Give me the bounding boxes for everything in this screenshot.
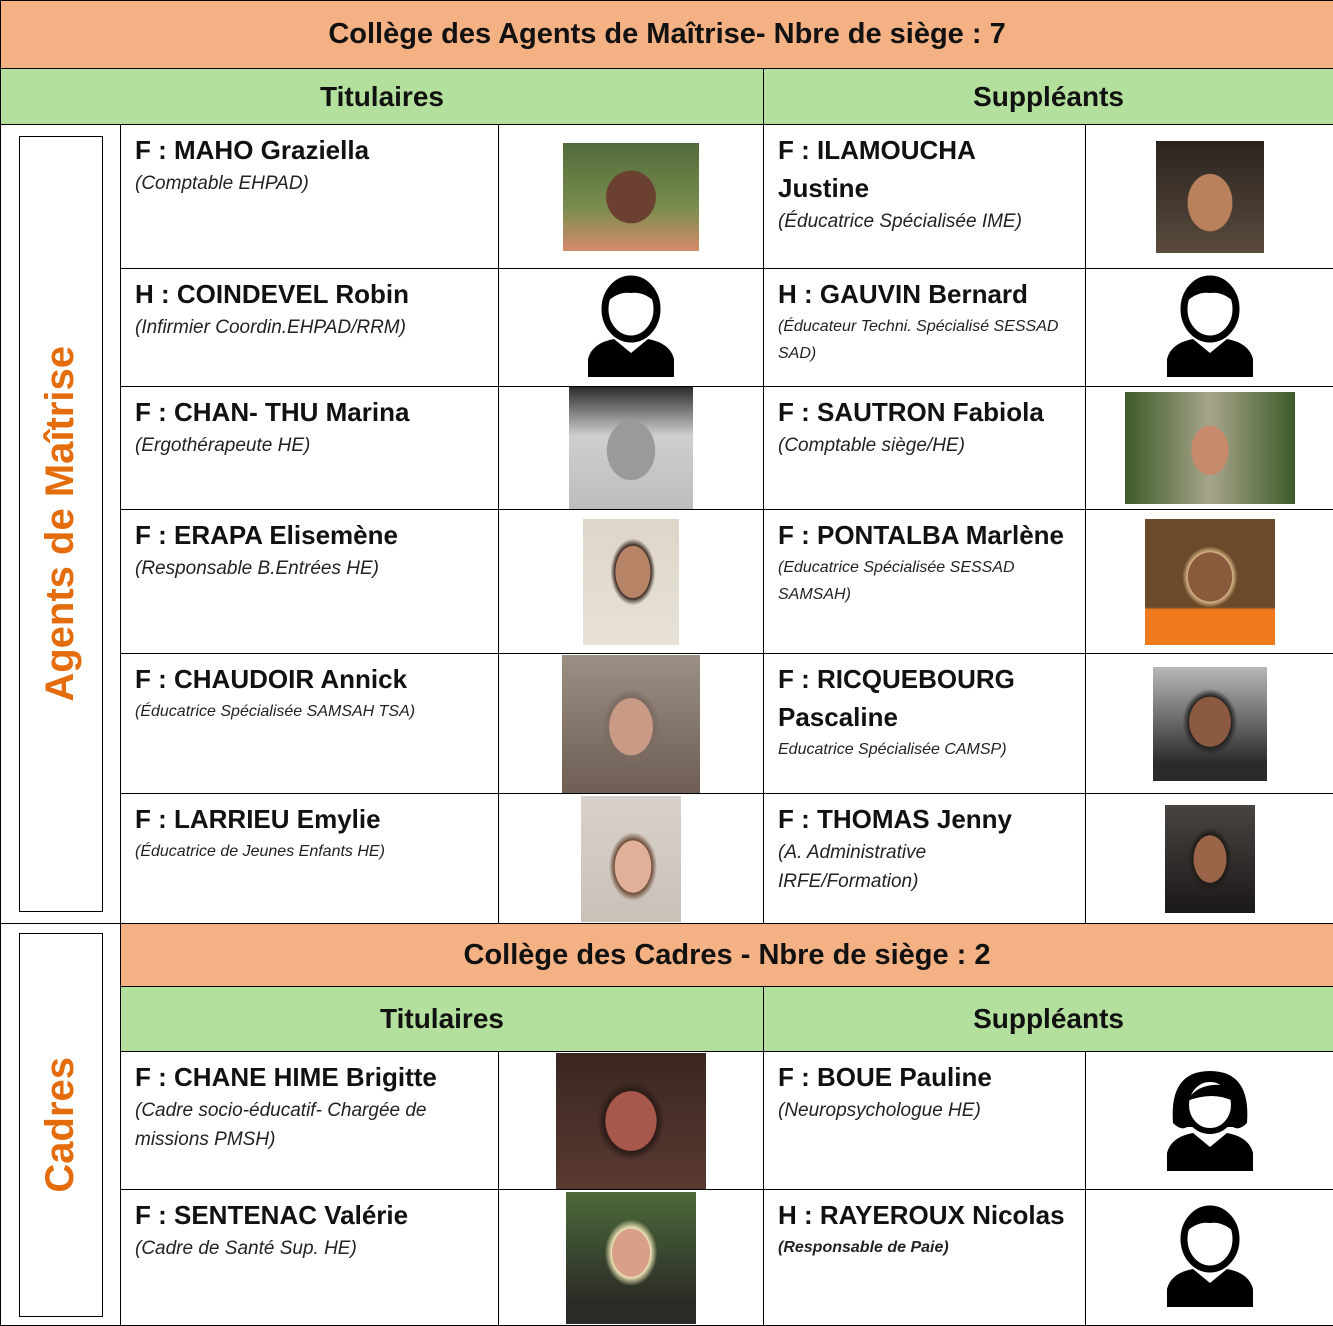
side-label: Cadres bbox=[38, 1057, 83, 1193]
member-name: F : SAUTRON Fabiola bbox=[778, 393, 1071, 431]
member-name: F : ILAMOUCHA Justine bbox=[778, 131, 1071, 207]
member-role: (Ergothérapeute HE) bbox=[135, 431, 484, 460]
member-role: Educatrice Spécialisée CAMSP) bbox=[778, 736, 1071, 763]
member-name: H : RAYEROUX Nicolas bbox=[778, 1196, 1071, 1234]
photo-cell bbox=[499, 125, 764, 269]
photo-cell bbox=[1086, 1052, 1333, 1190]
photo bbox=[1125, 392, 1295, 504]
member-name: H : GAUVIN Bernard bbox=[778, 275, 1071, 313]
name-cell: F : SENTENAC Valérie(Cadre de Santé Sup.… bbox=[121, 1190, 499, 1326]
photo-cell bbox=[1086, 125, 1333, 269]
member-role: (Educatrice Spécialisée SESSAD SAMSAH) bbox=[778, 554, 1071, 608]
member-role: (Éducatrice Spécialisée IME) bbox=[778, 207, 1071, 236]
member-name: F : BOUE Pauline bbox=[778, 1058, 1071, 1096]
member-role: (Comptable siège/HE) bbox=[778, 431, 1071, 460]
member-role: (Cadre de Santé Sup. HE) bbox=[135, 1234, 484, 1263]
name-cell: H : GAUVIN Bernard(Éducateur Techni. Spé… bbox=[764, 269, 1086, 387]
member-name: F : CHAUDOIR Annick bbox=[135, 660, 484, 698]
column-header: Suppléants bbox=[764, 987, 1333, 1052]
photo-cell bbox=[1086, 510, 1333, 654]
member-name: F : MAHO Graziella bbox=[135, 131, 484, 169]
photo bbox=[1145, 519, 1275, 645]
college-title: Collège des Agents de Maîtrise- Nbre de … bbox=[1, 1, 1333, 69]
photo-cell bbox=[499, 1190, 764, 1326]
name-cell: F : PONTALBA Marlène(Educatrice Spéciali… bbox=[764, 510, 1086, 654]
photo-cell bbox=[499, 794, 764, 924]
photo-cell bbox=[1086, 269, 1333, 387]
photo bbox=[581, 796, 681, 922]
name-cell: F : CHAN- THU Marina(Ergothérapeute HE) bbox=[121, 387, 499, 510]
photo bbox=[569, 387, 693, 509]
member-name: F : LARRIEU Emylie bbox=[135, 800, 484, 838]
avatar-icon bbox=[1163, 273, 1257, 377]
name-cell: H : COINDEVEL Robin(Infirmier Coordin.EH… bbox=[121, 269, 499, 387]
member-name: F : RICQUEBOURG Pascaline bbox=[778, 660, 1071, 736]
column-header: Titulaires bbox=[1, 69, 764, 125]
photo-cell bbox=[499, 654, 764, 794]
photo-cell bbox=[1086, 794, 1333, 924]
name-cell: F : THOMAS Jenny(A. Administrative IRFE/… bbox=[764, 794, 1086, 924]
avatar-icon bbox=[584, 273, 678, 377]
member-role: (Éducatrice Spécialisée SAMSAH TSA) bbox=[135, 698, 484, 725]
name-cell: F : MAHO Graziella(Comptable EHPAD) bbox=[121, 125, 499, 269]
member-name: F : PONTALBA Marlène bbox=[778, 516, 1071, 554]
column-header: Suppléants bbox=[764, 69, 1333, 125]
college-title: Collège des Cadres - Nbre de siège : 2 bbox=[121, 924, 1333, 987]
member-name: H : COINDEVEL Robin bbox=[135, 275, 484, 313]
photo bbox=[1156, 141, 1264, 253]
member-role: (A. Administrative IRFE/Formation) bbox=[778, 838, 1071, 896]
photo bbox=[556, 1053, 706, 1189]
column-header: Titulaires bbox=[121, 987, 764, 1052]
photo-cell bbox=[499, 269, 764, 387]
name-cell: H : RAYEROUX Nicolas(Responsable de Paie… bbox=[764, 1190, 1086, 1326]
avatar-icon bbox=[1163, 1203, 1257, 1307]
member-name: F : CHANE HIME Brigitte bbox=[135, 1058, 484, 1096]
name-cell: F : CHANE HIME Brigitte(Cadre socio-éduc… bbox=[121, 1052, 499, 1190]
photo bbox=[563, 143, 699, 251]
side-cell: Cadres bbox=[1, 924, 121, 1326]
member-role: (Comptable EHPAD) bbox=[135, 169, 484, 198]
name-cell: F : BOUE Pauline(Neuropsychologue HE) bbox=[764, 1052, 1086, 1190]
side-label: Agents de Maîtrise bbox=[38, 346, 83, 702]
avatar-icon bbox=[1163, 1065, 1257, 1171]
member-role: (Cadre socio-éducatif- Chargée de missio… bbox=[135, 1096, 484, 1154]
photo-cell bbox=[1086, 1190, 1333, 1326]
name-cell: F : SAUTRON Fabiola(Comptable siège/HE) bbox=[764, 387, 1086, 510]
member-role: (Éducateur Techni. Spécialisé SESSAD SAD… bbox=[778, 313, 1071, 367]
member-name: F : CHAN- THU Marina bbox=[135, 393, 484, 431]
photo bbox=[1153, 667, 1267, 781]
photo-cell bbox=[499, 387, 764, 510]
name-cell: F : LARRIEU Emylie(Éducatrice de Jeunes … bbox=[121, 794, 499, 924]
name-cell: F : ILAMOUCHA Justine(Éducatrice Spécial… bbox=[764, 125, 1086, 269]
name-cell: F : CHAUDOIR Annick(Éducatrice Spécialis… bbox=[121, 654, 499, 794]
member-role: (Neuropsychologue HE) bbox=[778, 1096, 1071, 1125]
photo-cell bbox=[499, 510, 764, 654]
name-cell: F : ERAPA Elisemène(Responsable B.Entrée… bbox=[121, 510, 499, 654]
photo-cell bbox=[499, 1052, 764, 1190]
member-role: (Éducatrice de Jeunes Enfants HE) bbox=[135, 838, 484, 865]
photo bbox=[562, 655, 700, 793]
photo-cell bbox=[1086, 654, 1333, 794]
member-role: (Infirmier Coordin.EHPAD/RRM) bbox=[135, 313, 484, 342]
photo bbox=[1165, 805, 1255, 913]
side-cell: Agents de Maîtrise bbox=[1, 125, 121, 924]
member-name: F : ERAPA Elisemène bbox=[135, 516, 484, 554]
member-role: (Responsable de Paie) bbox=[778, 1234, 1071, 1261]
member-role: (Responsable B.Entrées HE) bbox=[135, 554, 484, 583]
photo-cell bbox=[1086, 387, 1333, 510]
member-name: F : THOMAS Jenny bbox=[778, 800, 1071, 838]
photo bbox=[566, 1192, 696, 1324]
photo bbox=[583, 519, 679, 645]
member-name: F : SENTENAC Valérie bbox=[135, 1196, 484, 1234]
